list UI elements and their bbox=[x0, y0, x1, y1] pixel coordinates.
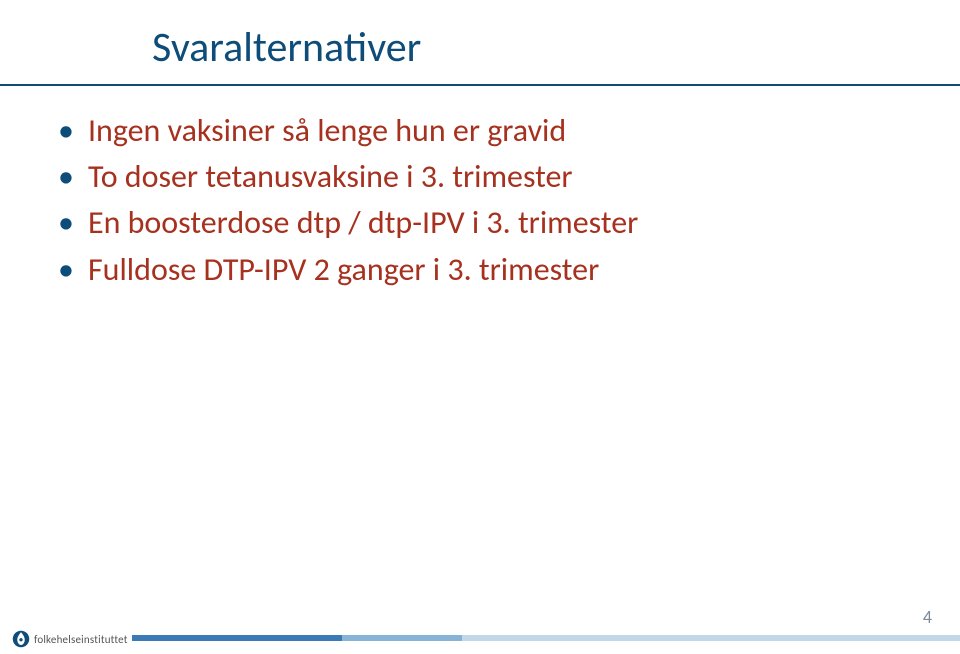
bullet-list: • Ingen vaksiner så lenge hun er gravid … bbox=[58, 110, 902, 295]
list-item: • Fulldose DTP-IPV 2 ganger i 3. trimest… bbox=[58, 249, 902, 291]
footer-bar bbox=[132, 635, 960, 641]
bullet-text: To doser tetanusvaksine i 3. trimester bbox=[88, 156, 573, 198]
bullet-text: Ingen vaksiner så lenge hun er gravid bbox=[88, 110, 566, 152]
footer-bar-segment bbox=[342, 635, 462, 641]
title-underline bbox=[0, 84, 960, 86]
bullet-marker: • bbox=[58, 202, 74, 244]
list-item: • En boosterdose dtp / dtp-IPV i 3. trim… bbox=[58, 202, 902, 244]
list-item: • Ingen vaksiner så lenge hun er gravid bbox=[58, 110, 902, 152]
bullet-marker: • bbox=[58, 156, 74, 198]
footer-logo: folkehelseinstituttet bbox=[12, 630, 128, 648]
bullet-text: En boosterdose dtp / dtp-IPV i 3. trimes… bbox=[88, 202, 638, 244]
logo-icon bbox=[12, 630, 30, 648]
slide-footer: folkehelseinstituttet bbox=[0, 622, 960, 654]
slide: Svaralternativer • Ingen vaksiner så len… bbox=[0, 0, 960, 654]
bullet-text: Fulldose DTP-IPV 2 ganger i 3. trimester bbox=[88, 249, 599, 291]
list-item: • To doser tetanusvaksine i 3. trimester bbox=[58, 156, 902, 198]
logo-text: folkehelseinstituttet bbox=[34, 633, 128, 646]
bullet-marker: • bbox=[58, 249, 74, 291]
footer-bar-segment bbox=[132, 635, 342, 641]
bullet-marker: • bbox=[58, 110, 74, 152]
slide-title: Svaralternativer bbox=[152, 22, 421, 73]
footer-bar-segment bbox=[462, 635, 960, 641]
